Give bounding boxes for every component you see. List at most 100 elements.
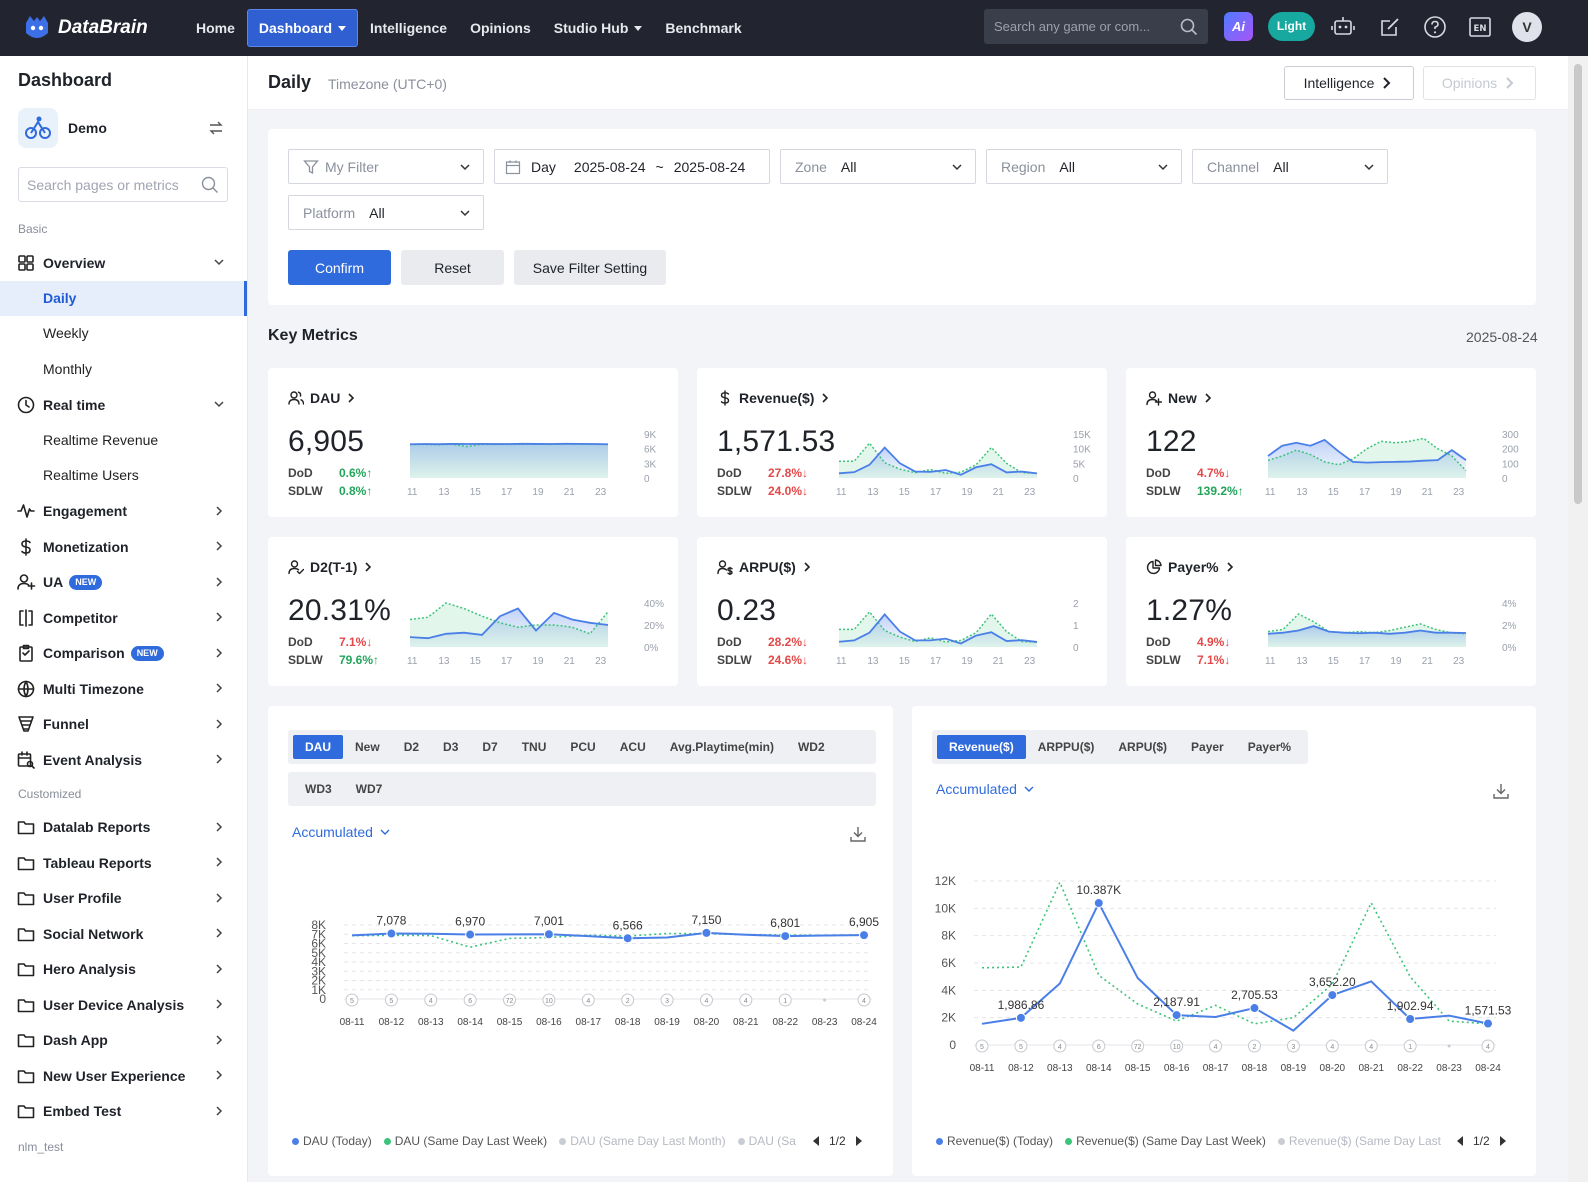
data-point[interactable] [622, 933, 633, 944]
data-point[interactable] [1249, 1003, 1260, 1014]
data-point[interactable] [1171, 1010, 1182, 1021]
swap-icon[interactable] [208, 120, 224, 136]
metric-card-header[interactable]: ARPU($) [717, 559, 812, 575]
metric-card-revenue[interactable]: Revenue($) 1,571.53 DoD 27.8%↓ SDLW 24.0%↓ 15K… [697, 368, 1107, 517]
sidebar-item-social-network[interactable]: Social Network [0, 916, 247, 952]
intelligence-button[interactable]: Intelligence [1284, 66, 1414, 100]
tab-arppu[interactable]: ARPPU($) [1037, 740, 1095, 754]
reset-button[interactable]: Reset [401, 250, 504, 285]
date-unit[interactable]: Day [531, 158, 556, 175]
legend-item[interactable]: Revenue($) (Today) [936, 1134, 1053, 1148]
event-marker[interactable] [699, 993, 713, 1007]
event-marker[interactable] [384, 993, 398, 1007]
tab-avg-playtime-min[interactable]: Avg.Playtime(min) [669, 740, 774, 754]
theme-toggle-button[interactable]: Light [1268, 12, 1315, 41]
event-marker[interactable] [621, 993, 635, 1007]
event-marker[interactable] [739, 993, 753, 1007]
tab-payer[interactable]: Payer% [1247, 740, 1292, 754]
event-marker[interactable] [1364, 1039, 1378, 1053]
page-scrollbar[interactable] [1568, 56, 1588, 1182]
metric-card-new[interactable]: New 122 DoD 4.7%↓ SDLW 139.2%↑ 300 200 100 0 11 13 1… [1126, 368, 1536, 517]
sidebar-item-tableau-reports[interactable]: Tableau Reports [0, 845, 247, 881]
tab-arpu[interactable]: ARPU($) [1118, 740, 1168, 754]
nav-studio-hub[interactable]: Studio Hub [543, 9, 654, 47]
download-icon[interactable] [849, 825, 867, 843]
metric-card-payer[interactable]: Payer% 1.27% DoD 4.9%↓ SDLW 7.1%↓ 4% 2% 0% 11 13 15… [1126, 537, 1536, 686]
data-point[interactable] [465, 929, 476, 940]
robot-icon[interactable] [1330, 14, 1356, 40]
metric-card-arpu[interactable]: ARPU($) 0.23 DoD 28.2%↓ SDLW 24.6%↓ 2 1 0 11 13 15 1… [697, 537, 1107, 686]
date-range-picker[interactable]: Day 2025-08-24 ~ 2025-08-24 [494, 149, 770, 184]
confirm-button[interactable]: Confirm [288, 250, 391, 285]
data-point[interactable] [1483, 1018, 1493, 1029]
sidebar-item-dash-app[interactable]: Dash App [0, 1023, 247, 1059]
scrollbar-thumb[interactable] [1574, 64, 1582, 504]
tab-tnu[interactable]: TNU [521, 740, 547, 754]
tab-wd2[interactable]: WD2 [797, 740, 825, 754]
metric-card-dau[interactable]: DAU 6,905 DoD 0.6%↑ SDLW 0.8%↑ 9K 6K 3K 0 11 13 15 17… [268, 368, 678, 517]
tab-d7[interactable]: D7 [482, 740, 498, 754]
event-marker[interactable] [1403, 1039, 1417, 1053]
event-marker[interactable] [975, 1039, 989, 1053]
data-point[interactable] [1327, 990, 1338, 1001]
help-icon[interactable] [1422, 14, 1448, 40]
legend-item[interactable]: DAU (Today) [292, 1134, 372, 1148]
caret-right-icon[interactable] [1498, 1135, 1508, 1147]
platform-select[interactable]: Platform All [288, 195, 484, 230]
user-avatar[interactable]: V [1512, 12, 1542, 42]
language-icon[interactable]: EN [1467, 14, 1493, 40]
metric-card-header[interactable]: Revenue($) [717, 390, 830, 406]
project-switcher[interactable]: Demo [18, 108, 228, 148]
caret-right-icon[interactable] [854, 1135, 864, 1147]
rev-accumulated-dropdown[interactable]: Accumulated [936, 781, 1035, 797]
legend-item[interactable]: DAU (Same Day Last Month) [559, 1134, 726, 1148]
tab-d2[interactable]: D2 [403, 740, 420, 754]
channel-select[interactable]: Channel All [1192, 149, 1388, 184]
sidebar-item-ua[interactable]: UA NEW [0, 565, 247, 601]
sidebar-item-user-device-analysis[interactable]: User Device Analysis [0, 987, 247, 1023]
event-marker[interactable] [1014, 1039, 1028, 1053]
event-marker[interactable] [857, 993, 871, 1007]
zone-select[interactable]: Zone All [780, 149, 976, 184]
legend-item[interactable]: Revenue($) (Same Day Last Week) [1065, 1134, 1266, 1148]
sidebar-item-user-profile[interactable]: User Profile [0, 881, 247, 917]
tab-new[interactable]: New [355, 740, 380, 754]
sidebar-search-input[interactable]: Search pages or metrics [18, 167, 228, 202]
event-marker[interactable] [1131, 1039, 1145, 1053]
sidebar-item-multi-timezone[interactable]: Multi Timezone [0, 671, 247, 707]
metric-card-header[interactable]: D2(T-1) [288, 559, 373, 575]
sidebar-subitem-daily[interactable]: Daily [0, 280, 247, 316]
sidebar-item-overview[interactable]: Overview [0, 245, 247, 281]
event-marker[interactable] [1247, 1039, 1261, 1053]
sidebar-item-datalab-reports[interactable]: Datalab Reports [0, 810, 247, 846]
sidebar-item-comparison[interactable]: Comparison NEW [0, 636, 247, 672]
sidebar-item-new-user-experience[interactable]: New User Experience [0, 1058, 247, 1094]
tab-wd7[interactable]: WD7 [355, 782, 383, 796]
event-marker[interactable] [1053, 1039, 1067, 1053]
legend-item[interactable]: DAU (Sa [737, 1134, 796, 1148]
my-filter-select[interactable]: My Filter [288, 149, 484, 184]
event-marker[interactable] [503, 993, 517, 1007]
region-select[interactable]: Region All [986, 149, 1182, 184]
download-icon[interactable] [1492, 782, 1510, 800]
metric-card-header[interactable]: DAU [288, 390, 356, 406]
sidebar-item-engagement[interactable]: Engagement [0, 494, 247, 530]
edit-icon[interactable] [1377, 14, 1403, 40]
data-point[interactable] [543, 929, 554, 940]
nav-home[interactable]: Home [185, 9, 246, 47]
data-point[interactable] [701, 927, 712, 938]
event-marker[interactable] [542, 993, 556, 1007]
tab-payer[interactable]: Payer [1191, 740, 1224, 754]
data-point[interactable] [386, 928, 397, 939]
event-marker[interactable] [778, 993, 792, 1007]
event-marker[interactable] [660, 993, 674, 1007]
tab-revenue[interactable]: Revenue($) [937, 735, 1026, 759]
event-marker[interactable] [1325, 1039, 1339, 1053]
event-marker[interactable] [424, 993, 438, 1007]
data-point[interactable] [1093, 898, 1104, 909]
caret-left-icon[interactable] [1455, 1135, 1465, 1147]
data-point[interactable] [859, 930, 869, 941]
date-end[interactable]: 2025-08-24 [673, 158, 746, 175]
event-marker[interactable] [581, 993, 595, 1007]
date-start[interactable]: 2025-08-24 [573, 158, 646, 175]
